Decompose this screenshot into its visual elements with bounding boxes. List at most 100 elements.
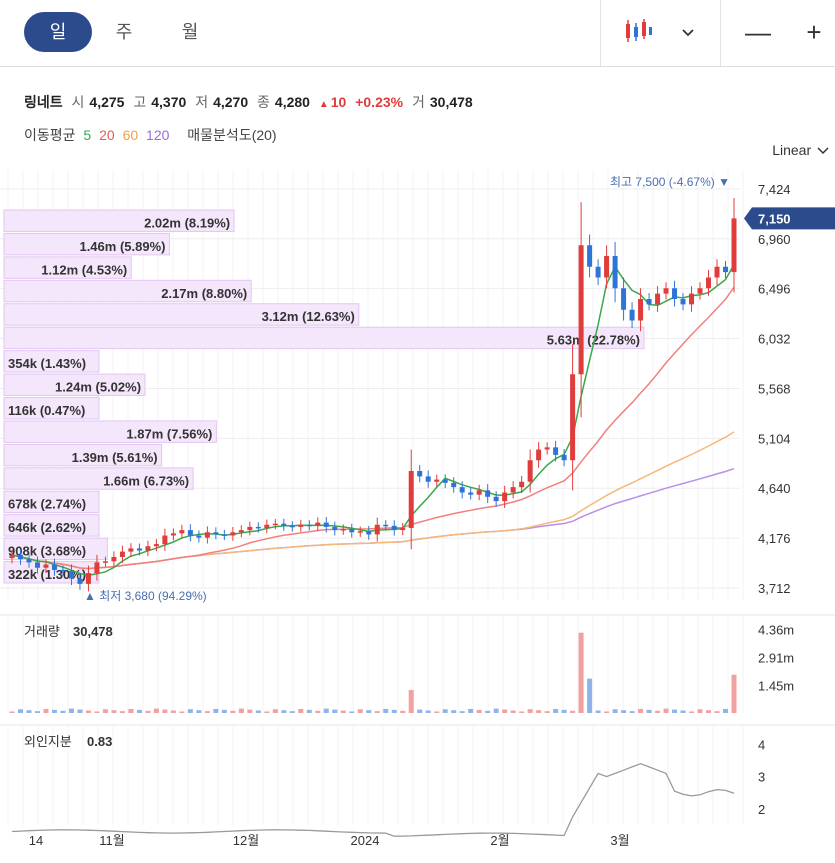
volume-bar xyxy=(383,708,389,713)
volume-bar xyxy=(391,709,397,713)
zoom-in-button[interactable]: + xyxy=(806,17,822,47)
volume-bar xyxy=(578,632,584,713)
volume-bar xyxy=(264,711,270,713)
volume-profile-label: 322k (1.30%) xyxy=(8,567,86,582)
close-value: 4,280 xyxy=(274,94,310,110)
tab-week[interactable]: 주 xyxy=(115,22,133,42)
zoom-out-button[interactable]: — xyxy=(745,17,771,47)
volume-profile-bar xyxy=(3,303,360,326)
current-price-tag xyxy=(744,207,835,230)
volume-bar xyxy=(595,710,601,713)
volume-bar xyxy=(731,674,737,713)
candle-body xyxy=(485,490,491,497)
open-value: 4,275 xyxy=(89,94,125,110)
candle-body xyxy=(595,266,601,278)
volume-bar xyxy=(26,710,32,713)
volume-profile-label: 678k (2.74%) xyxy=(8,497,86,512)
volume-bar xyxy=(536,710,542,713)
high-marker: 최고 7,500 (-4.67%) ▼ xyxy=(610,175,730,189)
foreign-axis-tick: 4 xyxy=(758,737,765,752)
volume-profile-label: 2.02m (8.19%) xyxy=(144,215,230,230)
volume-bar xyxy=(357,709,363,713)
volume-profile-bar xyxy=(3,373,146,396)
volume-bar xyxy=(587,678,593,713)
volume-bar xyxy=(485,710,491,713)
candle-body xyxy=(281,523,287,526)
foreign-ratio-line xyxy=(11,763,735,837)
candle-body xyxy=(604,256,610,278)
price-axis-tick: 6,960 xyxy=(758,232,791,247)
candle-body xyxy=(145,546,151,551)
ma-5: 5 xyxy=(83,127,92,143)
candle-body xyxy=(366,531,372,535)
volume-bar xyxy=(204,711,210,713)
volume-bar xyxy=(119,711,125,713)
volume-profile-label: 1.24m (5.02%) xyxy=(55,380,141,395)
divider xyxy=(600,0,601,66)
change-arrow: ▲ xyxy=(318,99,329,110)
foreign-axis-tick: 3 xyxy=(758,770,765,785)
open-label: 시 xyxy=(71,94,85,110)
candle-body xyxy=(612,256,618,289)
volume-profile-label: 1.39m (5.61%) xyxy=(72,450,158,465)
volume-bar xyxy=(247,709,253,713)
volume-profile-bar xyxy=(3,514,100,537)
volume-bar xyxy=(451,710,457,713)
volume-bar xyxy=(425,710,431,713)
volume-bar xyxy=(221,709,227,713)
x-axis-tick: 12월 xyxy=(233,833,259,848)
candle-body xyxy=(561,454,567,461)
price-axis-tick: 6,496 xyxy=(758,282,791,297)
volume-bar xyxy=(476,709,482,713)
high-label: 고 xyxy=(133,94,147,110)
candle-body xyxy=(60,569,66,572)
volume-label: 거 xyxy=(411,94,425,110)
candle-body xyxy=(255,526,261,529)
candle-body xyxy=(544,447,550,450)
price-axis-tick: 7,424 xyxy=(758,182,791,197)
close-label: 종 xyxy=(257,94,270,110)
candle-body xyxy=(383,524,389,527)
volume-bar xyxy=(672,709,678,713)
candle-body xyxy=(570,374,576,461)
candle-body xyxy=(187,530,193,536)
candlestick-icon[interactable] xyxy=(620,14,656,50)
tab-day[interactable]: 일 xyxy=(24,12,92,52)
candle-body xyxy=(451,482,457,488)
candle-body xyxy=(442,479,448,483)
volume-profile-label: 3.12m (12.63%) xyxy=(262,309,355,324)
scale-selector[interactable]: Linear xyxy=(772,142,829,158)
low-marker: ▲ 최저 3,680 (94.29%) xyxy=(84,589,207,603)
high-value: 4,370 xyxy=(151,94,187,110)
candle-body xyxy=(51,564,57,570)
tab-month[interactable]: 월 xyxy=(181,22,199,42)
volume-bar xyxy=(60,710,66,713)
candle-body xyxy=(697,288,703,294)
volume-bar xyxy=(136,709,142,713)
price-axis-tick: 4,640 xyxy=(758,481,791,496)
candle-body xyxy=(349,529,355,533)
volume-bar xyxy=(68,708,74,713)
volume-bar xyxy=(697,709,703,713)
volume-bar xyxy=(272,709,278,713)
candle-body xyxy=(357,531,363,533)
candle-body xyxy=(706,277,712,289)
indicator-legend[interactable]: 이동평균 5 20 60 120 매물분석도(20) xyxy=(24,125,281,145)
candle-body xyxy=(9,554,15,559)
candle-body xyxy=(714,266,720,278)
chevron-down-icon xyxy=(817,147,829,155)
volume-bar xyxy=(689,711,695,713)
chevron-down-icon[interactable] xyxy=(676,14,700,50)
volume-profile-bar xyxy=(3,326,645,350)
candle-body xyxy=(587,245,593,267)
candle-body xyxy=(638,299,644,321)
price-axis-tick: 5,104 xyxy=(758,431,791,446)
volume-bar xyxy=(315,710,321,713)
volume-bar xyxy=(459,711,465,713)
volume-bar xyxy=(187,709,193,713)
candle-body xyxy=(298,524,304,527)
volume-bar xyxy=(332,709,338,713)
volume-profile-bar xyxy=(3,397,100,420)
volume-profile-bar xyxy=(3,350,100,373)
